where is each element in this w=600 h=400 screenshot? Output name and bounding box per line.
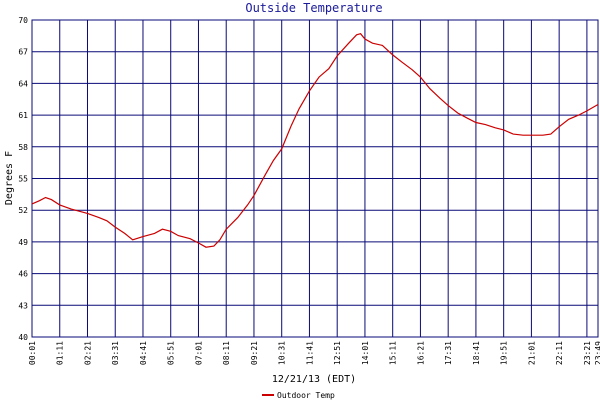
y-tick-label: 40 bbox=[18, 333, 28, 342]
y-tick-label: 46 bbox=[18, 270, 28, 279]
x-tick-label: 00:01 bbox=[28, 341, 37, 365]
grid bbox=[31, 19, 599, 338]
x-tick-label: 16:21 bbox=[416, 341, 425, 365]
y-axis-label: Degrees F bbox=[4, 151, 15, 205]
x-tick-label: 23:49 bbox=[594, 341, 600, 365]
x-tick-label: 12:51 bbox=[333, 341, 342, 365]
y-tick-label: 43 bbox=[18, 301, 28, 310]
x-tick-label: 07:01 bbox=[194, 341, 203, 365]
x-tick-label: 03:31 bbox=[111, 341, 120, 365]
x-tick-label: 04:41 bbox=[139, 341, 148, 365]
x-tick-label: 11:41 bbox=[305, 341, 314, 365]
y-tick-label: 49 bbox=[18, 238, 28, 247]
plot-frame bbox=[31, 19, 599, 338]
y-tick-label: 70 bbox=[18, 16, 28, 25]
y-tick-label: 55 bbox=[18, 175, 28, 184]
x-tick-label: 01:11 bbox=[56, 341, 65, 365]
x-tick-label: 21:01 bbox=[527, 341, 536, 365]
x-tick-label: 17:31 bbox=[444, 341, 453, 365]
x-tick-label: 22:11 bbox=[555, 341, 564, 365]
legend-label-outdoor-temp: Outdoor Temp bbox=[277, 391, 335, 400]
x-tick-label: 02:21 bbox=[83, 341, 92, 365]
x-tick-label: 05:51 bbox=[167, 341, 176, 365]
legend: Outdoor Temp bbox=[262, 391, 335, 400]
x-axis-ticks: 00:01 01:11 02:21 03:31 04:41 05:51 07:01 08:11… bbox=[28, 341, 600, 365]
x-tick-label: 08:11 bbox=[222, 341, 231, 365]
x-axis-label: 12/21/13 (EDT) bbox=[272, 374, 356, 385]
x-tick-label: 09:21 bbox=[250, 341, 259, 365]
x-tick-label: 23:21 bbox=[583, 341, 592, 365]
x-tick-label: 10:31 bbox=[278, 341, 287, 365]
y-tick-label: 61 bbox=[18, 111, 28, 120]
x-tick-label: 19:51 bbox=[500, 341, 509, 365]
x-tick-label: 18:41 bbox=[472, 341, 481, 365]
y-tick-label: 52 bbox=[18, 206, 28, 215]
chart-title: Outside Temperature bbox=[245, 1, 382, 15]
y-tick-label: 67 bbox=[18, 48, 28, 57]
y-tick-label: 64 bbox=[18, 79, 28, 88]
x-tick-label: 15:11 bbox=[389, 341, 398, 365]
y-tick-label: 58 bbox=[18, 143, 28, 152]
y-axis-ticks: 40 43 46 49 52 55 58 61 64 67 70 bbox=[18, 16, 28, 342]
x-tick-label: 14:01 bbox=[361, 341, 370, 365]
series-line-outdoor-temp bbox=[31, 33, 599, 248]
